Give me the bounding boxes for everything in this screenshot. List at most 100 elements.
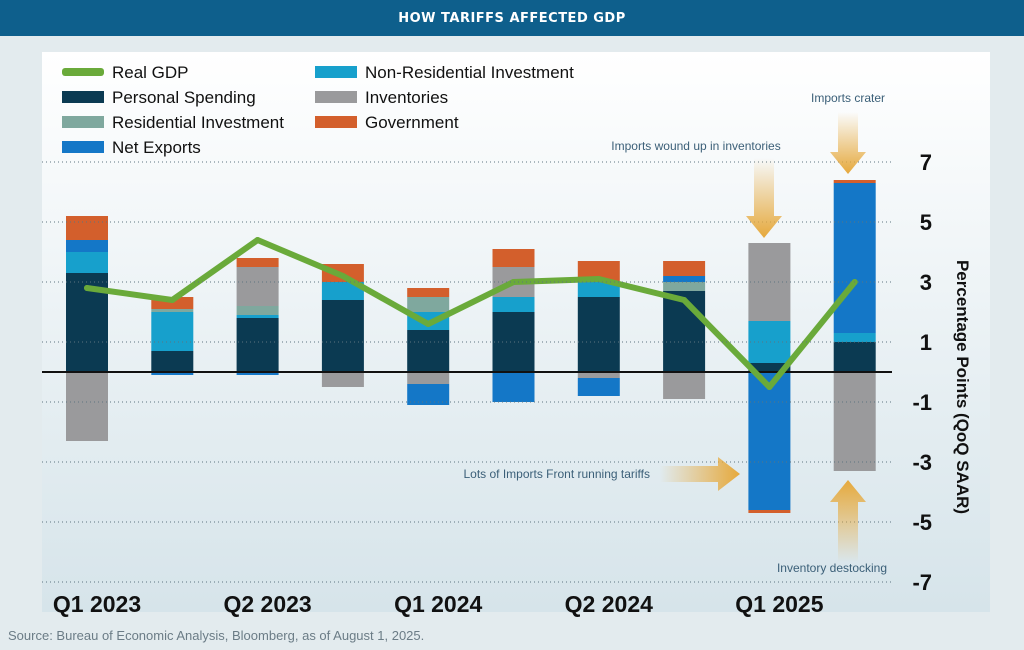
x-tick-label: Q2 2024 xyxy=(565,591,653,617)
y-tick-label: -7 xyxy=(912,570,932,595)
bar-inventories-q4-2023 xyxy=(321,372,364,387)
legend-swatch xyxy=(315,66,357,78)
legend-label: Non-Residential Investment xyxy=(365,63,574,82)
arrow-imports-inventories xyxy=(746,158,782,238)
bar-residential-investment-q1-2024 xyxy=(407,297,450,312)
gdp-line-layer xyxy=(84,237,858,390)
arrow-inventory-destocking xyxy=(830,480,866,562)
bar-personal-spending-q4-2024 xyxy=(663,291,706,372)
x-tick-label: Q1 2023 xyxy=(53,591,141,617)
annotation-imports-crater: Imports crater xyxy=(811,91,885,105)
y-axis-label: Percentage Points (QoQ SAAR) xyxy=(953,260,972,514)
bar-net-exports-q4-2024 xyxy=(663,276,706,282)
legend-swatch xyxy=(315,91,357,103)
bar-net-exports-q2-2024 xyxy=(492,372,535,402)
real-gdp-point-q4-2023 xyxy=(339,273,346,279)
bar-inventories-q3-2023 xyxy=(236,267,279,306)
bar-inventories-q2-2025 xyxy=(833,372,876,471)
real-gdp-point-q1-2024 xyxy=(425,321,432,327)
bar-non-residential-investment-q4-2023 xyxy=(321,282,364,300)
real-gdp-point-q1-2025 xyxy=(766,384,773,390)
bar-net-exports-q2-2023 xyxy=(151,372,194,375)
legend-item-real-gdp: Real GDP xyxy=(62,63,189,82)
annotation-inventory-destocking: Inventory destocking xyxy=(777,561,887,575)
bar-government-q1-2024 xyxy=(407,288,450,297)
legend-swatch xyxy=(62,91,104,103)
arrow-front-running xyxy=(660,457,740,491)
legend-item-non-residential-investment: Non-Residential Investment xyxy=(315,63,574,82)
bar-net-exports-q3-2024 xyxy=(577,378,620,396)
y-tick-label: -1 xyxy=(912,390,932,415)
legend-item-government: Government xyxy=(315,113,459,132)
real-gdp-line xyxy=(84,237,858,390)
bar-personal-spending-q4-2023 xyxy=(321,300,364,372)
bar-non-residential-investment-q1-2025 xyxy=(748,321,791,363)
bar-personal-spending-q1-2025 xyxy=(748,363,791,372)
annotation-lots-of-imports-front-running-tariffs: Lots of Imports Front running tariffs xyxy=(463,467,650,481)
bar-net-exports-q1-2025 xyxy=(748,372,791,510)
bar-personal-spending-q1-2024 xyxy=(407,330,450,372)
chart-title: HOW TARIFFS AFFECTED GDP xyxy=(398,10,626,26)
real-gdp-point-q2-2023 xyxy=(169,297,176,303)
legend-item-net-exports: Net Exports xyxy=(62,138,201,157)
bar-non-residential-investment-q1-2023 xyxy=(66,252,108,273)
bar-inventories-q3-2024 xyxy=(577,372,620,378)
bar-non-residential-investment-q3-2024 xyxy=(577,282,620,297)
bar-inventories-q1-2023 xyxy=(66,372,108,441)
bar-non-residential-investment-q2-2024 xyxy=(492,297,535,312)
x-axis-ticks: Q1 2023 Q2 2023 Q1 2024 Q2 2024 Q1 2025 xyxy=(53,591,824,617)
bar-inventories-q4-2024 xyxy=(663,372,706,399)
legend: Real GDP Personal Spending Residential Inv… xyxy=(62,63,574,157)
legend-item-personal-spending: Personal Spending xyxy=(62,88,256,107)
bar-net-exports-q1-2024 xyxy=(407,384,450,405)
bar-residential-investment-q2-2023 xyxy=(151,309,194,312)
y-tick-label: -3 xyxy=(912,450,932,475)
bar-personal-spending-q3-2024 xyxy=(577,297,620,372)
bar-net-exports-q1-2023 xyxy=(66,240,108,252)
source-note: Source: Bureau of Economic Analysis, Blo… xyxy=(8,628,425,643)
bar-net-exports-q3-2023 xyxy=(236,372,279,375)
legend-swatch xyxy=(62,116,104,128)
real-gdp-point-q2-2024 xyxy=(510,279,517,285)
real-gdp-point-q1-2023 xyxy=(84,285,90,291)
legend-label: Personal Spending xyxy=(112,88,256,107)
bar-residential-investment-q3-2023 xyxy=(236,306,279,315)
y-axis-ticks: 7 5 3 1 -1 -3 -5 -7 xyxy=(42,150,932,595)
annotations: Imports crater Imports wound up in invent… xyxy=(463,91,887,575)
legend-swatch xyxy=(62,141,104,153)
legend-label: Government xyxy=(365,113,459,132)
bar-inventories-q1-2024 xyxy=(407,372,450,384)
real-gdp-point-q3-2023 xyxy=(254,237,261,243)
gdp-chart: 7 5 3 1 -1 -3 -5 -7 Q1 2023 Q2 2023 Q1 2024 Q2 202… xyxy=(42,52,990,617)
legend-item-residential-investment: Residential Investment xyxy=(62,113,284,132)
bar-personal-spending-q2-2023 xyxy=(151,351,194,372)
y-tick-label: 7 xyxy=(920,150,932,175)
bar-government-q1-2025 xyxy=(748,510,791,513)
chart-title-banner: HOW TARIFFS AFFECTED GDP xyxy=(0,0,1024,36)
bar-non-residential-investment-q2-2025 xyxy=(833,333,876,342)
bar-personal-spending-q2-2024 xyxy=(492,312,535,372)
y-tick-label: 5 xyxy=(920,210,932,235)
real-gdp-point-q4-2024 xyxy=(681,297,688,303)
bar-non-residential-investment-q2-2023 xyxy=(151,312,194,351)
legend-label: Real GDP xyxy=(112,63,189,82)
real-gdp-point-q3-2024 xyxy=(595,276,602,282)
bar-government-q1-2023 xyxy=(66,216,108,240)
legend-swatch xyxy=(62,68,104,76)
bar-personal-spending-q2-2025 xyxy=(833,342,876,372)
bar-government-q4-2024 xyxy=(663,261,706,276)
arrow-imports-crater xyxy=(830,112,866,174)
legend-label: Net Exports xyxy=(112,138,201,157)
y-tick-label: 1 xyxy=(920,330,932,355)
legend-label: Residential Investment xyxy=(112,113,284,132)
bar-personal-spending-q3-2023 xyxy=(236,318,279,372)
bar-government-q2-2024 xyxy=(492,249,535,267)
bar-government-q3-2023 xyxy=(236,258,279,267)
bar-residential-investment-q4-2024 xyxy=(663,282,706,291)
annotation-imports-wound-up-in-inventories: Imports wound up in inventories xyxy=(611,139,780,153)
bar-government-q2-2025 xyxy=(833,180,876,183)
bar-net-exports-q2-2025 xyxy=(833,183,876,333)
legend-label: Inventories xyxy=(365,88,448,107)
bar-non-residential-investment-q3-2023 xyxy=(236,315,279,318)
legend-item-inventories: Inventories xyxy=(315,88,448,107)
